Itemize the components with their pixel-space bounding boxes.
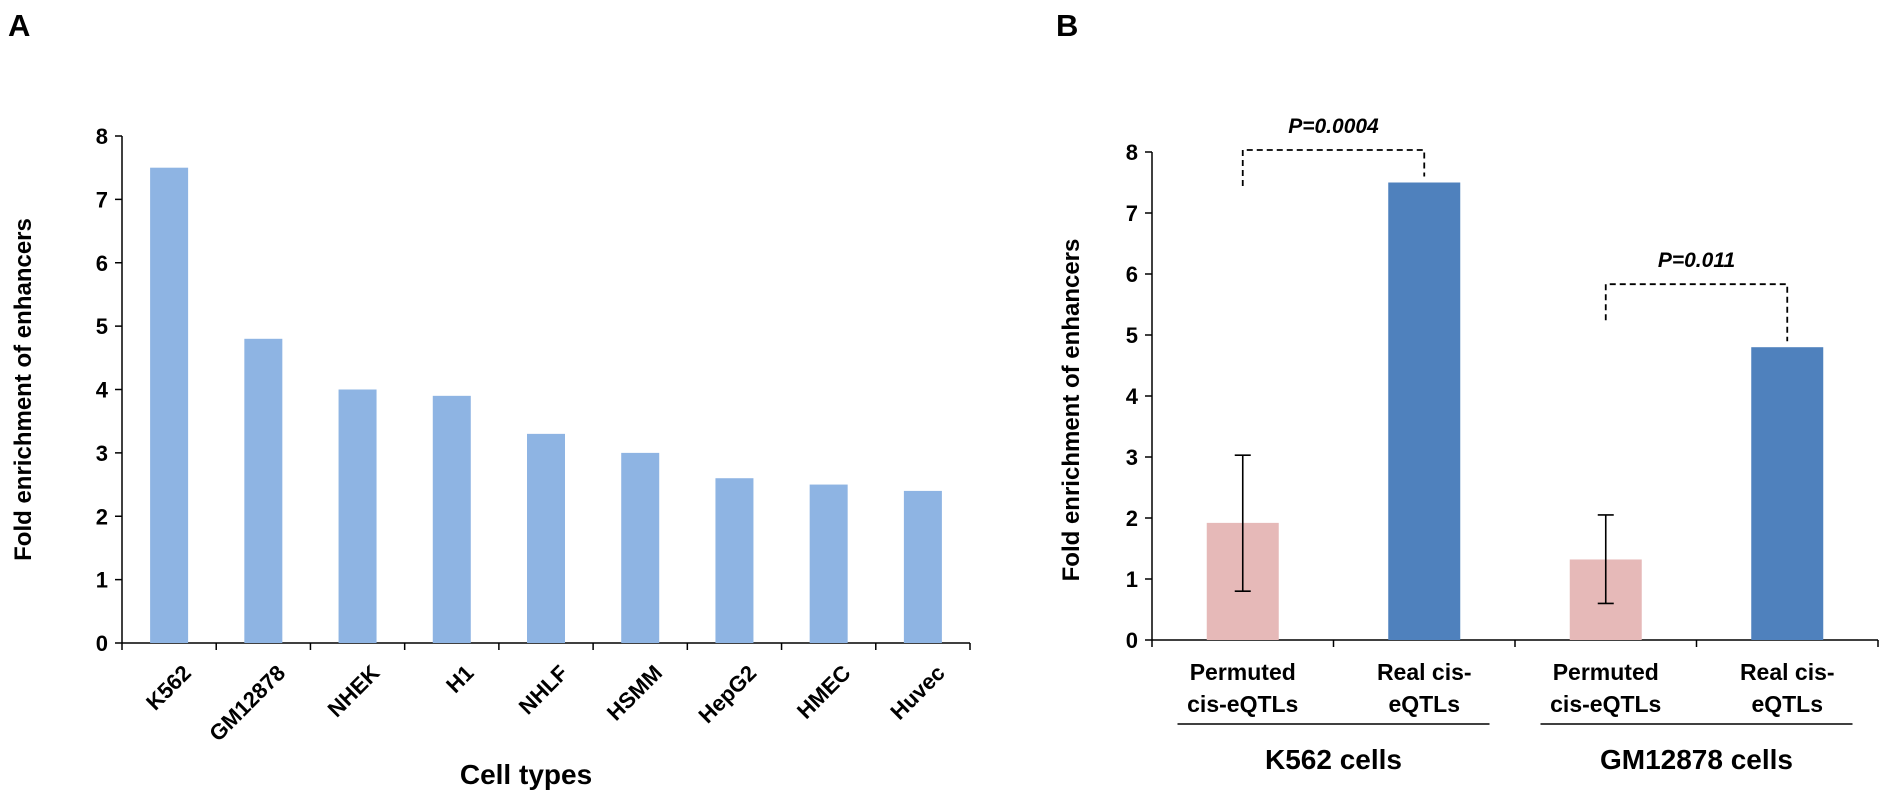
panel-a-y-tick-label: 0: [96, 631, 108, 656]
panel-a-bar-nhlf: [527, 433, 565, 643]
panel-a-y-tick-label: 2: [96, 504, 108, 529]
panel-a-bar-hmec: [809, 484, 848, 643]
panel-b-y-tick-label: 0: [1126, 628, 1138, 653]
panel-b-x-tick-label-line1: Real cis-: [1377, 659, 1472, 685]
panel-a-bar-huvec: [903, 490, 942, 643]
panel-b-y-tick-label: 5: [1126, 323, 1138, 348]
panel-a-y-tick-label: 1: [96, 568, 108, 593]
panel-b-y-tick-label: 4: [1126, 384, 1139, 409]
panel-a-y-tick-label: 3: [96, 441, 108, 466]
panel-a-x-tick-label: K562: [141, 660, 196, 715]
panel-b-x-tick-label-line2: cis-eQTLs: [1187, 691, 1298, 717]
panel-a-x-tick-label: NHLF: [514, 660, 573, 719]
panel-a-bar-k562: [150, 167, 189, 643]
panel-b-y-axis-label: Fold enrichment of enhancers: [1058, 239, 1085, 582]
panel-b-bar-4: [1751, 347, 1824, 640]
panel-b-y-tick-label: 6: [1126, 262, 1138, 287]
panel-a-bar-h1: [432, 395, 471, 643]
panel-a-x-tick-label: Huvec: [885, 660, 949, 724]
panel-a-label: A: [8, 8, 30, 43]
panel-b-label: B: [1056, 8, 1078, 43]
panel-b-x-tick-label-line1: Permuted: [1190, 659, 1296, 685]
panel-b-x-tick-label-line1: Permuted: [1553, 659, 1659, 685]
panel-a-y-tick-label: 6: [96, 251, 108, 276]
panel-a-bar-hepg2: [715, 478, 754, 643]
panel-b-y-tick-label: 2: [1126, 506, 1138, 531]
panel-b-group-label-2: GM12878 cells: [1600, 744, 1793, 775]
panel-a-y-tick-label: 8: [96, 124, 108, 149]
panel-b-chart: Fold enrichment of enhancers 0 1 2 3 4 5 6 7 8 Pe…: [1058, 115, 1879, 775]
panel-b-significance-bracket: [1241, 149, 1426, 186]
panel-a-x-tick-label: HSMM: [602, 660, 667, 725]
panel-a-chart: Fold enrichment of enhancers Cell types …: [10, 124, 971, 790]
panel-a-y-tick-label: 7: [96, 187, 108, 212]
panel-a-bar-nhek: [338, 389, 377, 643]
panel-a-y-tick-label: 5: [96, 314, 108, 339]
panel-a-y-axis-label: Fold enrichment of enhancers: [10, 218, 37, 561]
panel-a-y-tick-label: 4: [96, 378, 109, 403]
panel-a-bar-hsmm: [621, 452, 660, 643]
panel-a-x-tick-label: HepG2: [693, 660, 761, 728]
panel-a-x-tick-label: HMEC: [792, 660, 856, 724]
panel-b-x-tick-label-line1: Real cis-: [1740, 659, 1835, 685]
panel-b-x-tick-label-line2: eQTLs: [1751, 691, 1823, 717]
panel-b-y-tick-label: 8: [1126, 140, 1138, 165]
panel-b-p-value-1: P=0.0004: [1288, 115, 1379, 138]
panel-b-x-tick-label-line2: cis-eQTLs: [1550, 691, 1661, 717]
panel-a-x-tick-label: NHEK: [323, 660, 385, 722]
panel-b-x-tick-label-line2: eQTLs: [1388, 691, 1460, 717]
panel-b-significance-bracket: [1604, 283, 1789, 342]
panel-b-bar-2: [1388, 182, 1461, 640]
panel-a-bar-gm12878: [244, 338, 283, 643]
panel-b-p-value-2: P=0.011: [1658, 249, 1735, 272]
panel-b-y-tick-label: 3: [1126, 445, 1138, 470]
panel-b-y-tick-label: 7: [1126, 201, 1138, 226]
panel-a-x-tick-label: GM12878: [204, 660, 290, 746]
panel-b-y-tick-label: 1: [1126, 567, 1138, 592]
panel-a-x-axis-label: Cell types: [460, 759, 592, 790]
panel-b-group-label-1: K562 cells: [1265, 744, 1402, 775]
panel-a-x-tick-label: H1: [441, 660, 479, 698]
